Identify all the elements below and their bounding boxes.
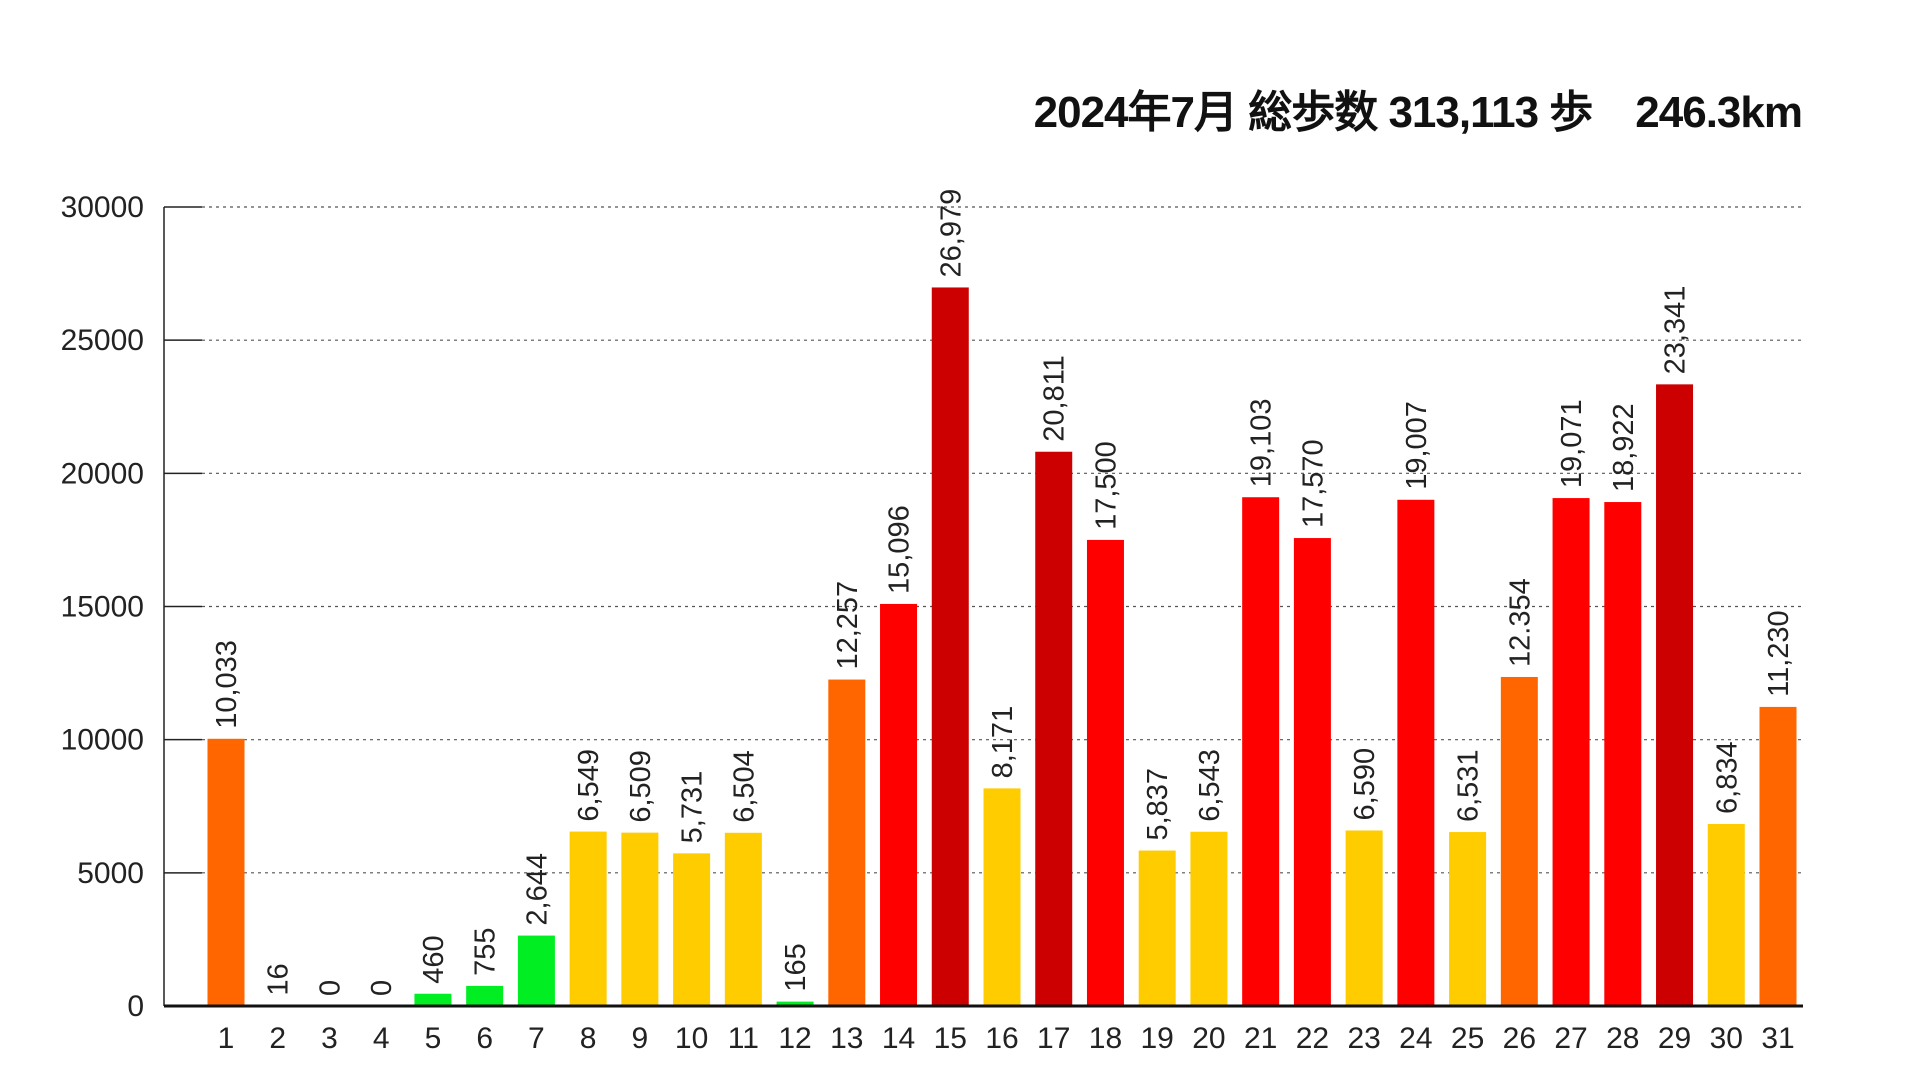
x-tick-label: 22: [1296, 1022, 1329, 1055]
x-tick-label: 20: [1192, 1022, 1225, 1055]
bar: [1397, 499, 1435, 1006]
bar: [1345, 830, 1383, 1006]
x-tick-label: 26: [1503, 1022, 1536, 1055]
bar-value-label: 26,979: [935, 189, 967, 278]
x-tick-label: 17: [1037, 1022, 1070, 1055]
y-tick-label: 5000: [77, 857, 144, 890]
x-tick-label: 8: [580, 1022, 597, 1055]
bar-value-label: 5,837: [1142, 768, 1174, 841]
chart-title: 2024年7月 総歩数 313,113 歩 246.3km: [1033, 88, 1803, 137]
bar: [1449, 832, 1487, 1006]
bar: [517, 935, 555, 1006]
bar-value-label: 165: [780, 943, 812, 991]
x-tick-label: 3: [321, 1022, 338, 1055]
bar-value-label: 6,834: [1711, 741, 1743, 814]
bar: [1035, 451, 1073, 1006]
x-tick-label: 12: [778, 1022, 811, 1055]
bar: [1242, 497, 1280, 1006]
bar: [880, 603, 918, 1006]
bar-value-label: 20,811: [1039, 355, 1071, 442]
x-tick-label: 18: [1089, 1022, 1122, 1055]
bar: [569, 831, 607, 1006]
x-tick-label: 2: [269, 1022, 286, 1055]
x-tick-label: 27: [1554, 1022, 1587, 1055]
bar-value-label: 0: [366, 980, 398, 996]
bar-value-label: 19,007: [1401, 401, 1433, 490]
bar: [466, 985, 504, 1006]
bar: [1138, 850, 1176, 1006]
bar-value-label: 19,071: [1556, 399, 1588, 488]
x-tick-label: 15: [934, 1022, 967, 1055]
x-tick-label: 7: [528, 1022, 545, 1055]
x-tick-label: 14: [882, 1022, 915, 1055]
bar: [1500, 676, 1538, 1006]
bar: [983, 788, 1021, 1006]
x-tick-label: 6: [476, 1022, 493, 1055]
x-tick-label: 30: [1710, 1022, 1743, 1055]
y-tick-label: 0: [127, 990, 144, 1023]
y-tick-label: 25000: [61, 324, 144, 357]
bar-value-label: 16: [263, 963, 295, 995]
x-tick-label: 10: [675, 1022, 708, 1055]
bar-value-label: 5,731: [677, 771, 709, 844]
x-tick-label: 25: [1451, 1022, 1484, 1055]
x-tick-label: 29: [1658, 1022, 1691, 1055]
bar-value-label: 8,171: [987, 706, 1019, 779]
bar-value-label: 12,257: [832, 581, 864, 670]
bar-value-label: 15,096: [884, 505, 916, 594]
x-tick-label: 23: [1347, 1022, 1380, 1055]
x-tick-label: 16: [985, 1022, 1018, 1055]
x-tick-label: 5: [425, 1022, 442, 1055]
bar-value-label: 755: [470, 928, 502, 976]
bar: [931, 287, 969, 1006]
bar-value-label: 6,590: [1349, 748, 1381, 821]
bar-value-label: 6,543: [1194, 749, 1226, 822]
bar-value-label: 10,033: [211, 640, 243, 729]
bar-value-label: 460: [418, 935, 450, 983]
x-tick-label: 19: [1141, 1022, 1174, 1055]
bar-value-label: 6,509: [625, 750, 657, 823]
bar-value-label: 6,504: [728, 750, 760, 823]
bar: [1656, 384, 1694, 1006]
bar-value-label: 12.354: [1504, 578, 1536, 667]
bar-value-label: 6,531: [1453, 749, 1485, 822]
x-tick-label: 24: [1399, 1022, 1432, 1055]
bar: [1293, 538, 1331, 1006]
bar-value-label: 19,103: [1246, 399, 1278, 488]
x-tick-label: 9: [632, 1022, 649, 1055]
x-tick-label: 31: [1761, 1022, 1794, 1055]
bar: [1086, 539, 1124, 1006]
bar-value-label: 17,570: [1297, 439, 1329, 528]
bar: [621, 832, 659, 1006]
bar: [776, 1001, 814, 1006]
bar: [1759, 706, 1797, 1006]
x-tick-label: 21: [1244, 1022, 1277, 1055]
bar: [724, 832, 762, 1006]
x-tick-label: 11: [728, 1022, 759, 1055]
x-tick-label: 28: [1606, 1022, 1639, 1055]
bar: [828, 679, 866, 1006]
x-tick-label: 4: [373, 1022, 390, 1055]
bar-value-label: 0: [314, 980, 346, 996]
bar: [1552, 498, 1590, 1006]
x-tick-label: 13: [830, 1022, 863, 1055]
bar-value-label: 23,341: [1660, 286, 1692, 375]
y-tick-label: 30000: [61, 191, 144, 224]
y-tick-label: 10000: [61, 724, 144, 757]
x-tick-label: 1: [218, 1022, 235, 1055]
bar-value-label: 6,549: [573, 749, 605, 822]
bar-value-label: 11,230: [1763, 610, 1795, 697]
bar: [1707, 823, 1745, 1006]
y-tick-label: 15000: [61, 591, 144, 624]
bar: [1190, 831, 1228, 1006]
bar-value-label: 18,922: [1608, 403, 1640, 492]
bar: [414, 993, 452, 1006]
bar: [1604, 502, 1642, 1006]
bar: [207, 738, 245, 1006]
bar-value-label: 2,644: [521, 853, 553, 926]
bar-value-label: 17,500: [1090, 441, 1122, 530]
y-tick-label: 20000: [61, 457, 144, 490]
bar: [673, 853, 711, 1006]
